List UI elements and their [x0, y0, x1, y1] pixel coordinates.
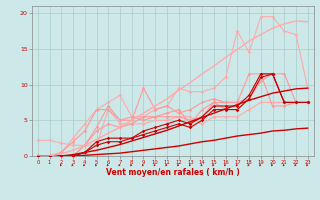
X-axis label: Vent moyen/en rafales ( km/h ): Vent moyen/en rafales ( km/h ): [106, 168, 240, 177]
